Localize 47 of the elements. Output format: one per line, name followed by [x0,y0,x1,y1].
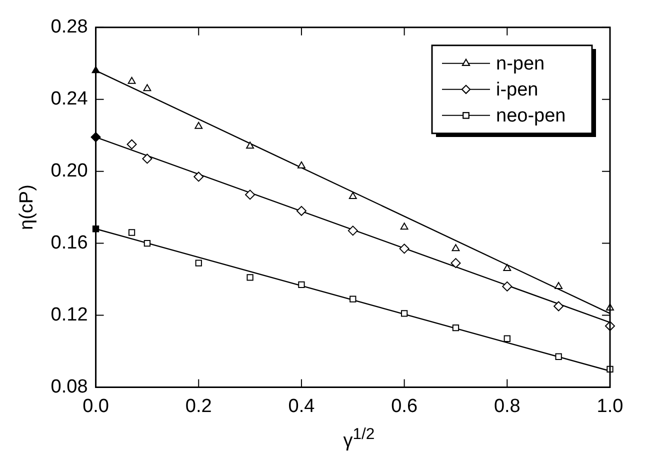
point [298,161,306,168]
legend-label: neo-pen [496,106,566,127]
point [554,301,564,312]
y-tick-label: 0.28 [50,16,88,38]
point [554,282,563,289]
point [452,324,460,332]
point [128,76,136,84]
point [450,258,461,268]
point [348,192,357,200]
legend-label: i-pen [496,80,538,101]
y-axis-title: η(cP) [16,184,38,230]
point [296,206,306,216]
point [245,190,256,200]
legend-label: n-pen [496,54,545,75]
point [194,122,203,129]
point [350,296,356,302]
point [298,281,305,288]
point [503,264,512,271]
x-tick-label: 0.4 [288,396,316,417]
point [246,274,254,281]
x-tick-label: 1.0 [596,396,624,417]
point [246,142,254,149]
x-axis-title: γ$^{1/2}$ [342,426,376,452]
x-tick-label: 0.2 [185,396,212,417]
y-tick-label: 0.20 [50,160,88,182]
point [126,139,137,150]
point [128,229,136,236]
point [555,353,562,360]
point [142,154,152,164]
point [143,84,152,92]
point [400,310,408,317]
x-tick-label: 0.8 [494,396,520,417]
point [144,240,151,247]
x-tick-label: 0.6 [391,396,418,417]
point [504,335,510,342]
x-tick-label: 0.0 [82,396,109,417]
point [452,244,460,252]
point [194,172,204,182]
point [195,260,202,266]
y-tick-label: 0.12 [50,304,88,326]
point [400,222,408,230]
point [502,281,512,292]
y-tick-label: 0.24 [50,88,88,110]
point [348,226,358,236]
point [399,244,410,254]
y-tick-label: 0.16 [50,232,88,254]
y-tick-label: 0.08 [50,376,88,398]
